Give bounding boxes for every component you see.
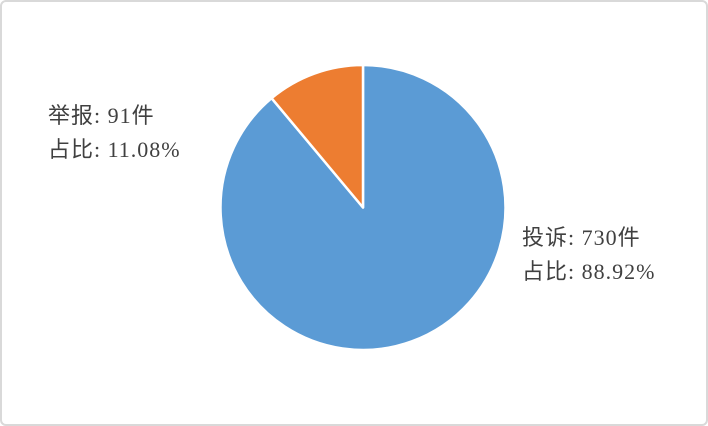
pie-slice-1 (270, 63, 365, 209)
slice-label-complaint: 投诉: 730件 占比: 88.92% (522, 221, 655, 289)
slice-label-report: 举报: 91件 占比: 11.08% (48, 99, 181, 167)
slice-label-complaint-line1: 投诉: 730件 (522, 225, 641, 250)
slice-label-report-line1: 举报: 91件 (48, 103, 155, 128)
slice-label-complaint-line2: 占比: 88.92% (522, 259, 656, 284)
slice-label-report-line2: 占比: 11.08% (48, 137, 181, 162)
